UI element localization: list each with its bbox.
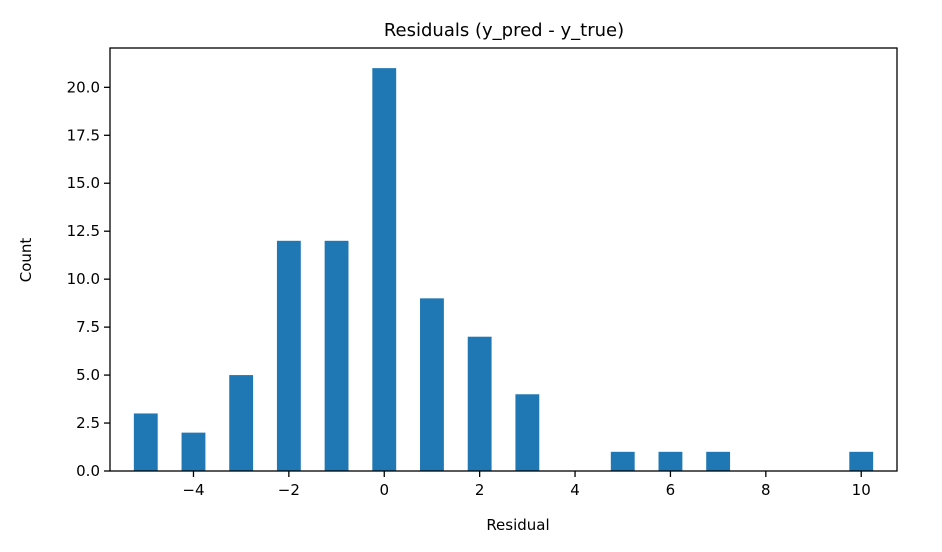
histogram-bar-3: [276, 240, 301, 471]
histogram-bar-7: [467, 336, 492, 471]
histogram-bar-12: [706, 451, 731, 471]
x-axis-ticks: −4 −2 0 2 4 6 8 10: [182, 471, 871, 499]
y-tick-label-3: 7.5: [76, 318, 100, 336]
bars-layer: [133, 68, 874, 471]
y-tick-label-1: 2.5: [76, 414, 100, 432]
histogram-bar-1: [181, 432, 206, 471]
y-axis-ticks: 0.0 2.5 5.0 7.5 10.0 12.5 15.0 17.5 20.0: [67, 78, 110, 480]
histogram-bar-10: [610, 451, 635, 471]
y-tick-label-2: 5.0: [76, 366, 100, 384]
x-tick-label-6: 8: [761, 481, 771, 499]
y-tick-label-4: 10.0: [67, 270, 100, 288]
y-tick-label-0: 0.0: [76, 462, 100, 480]
x-tick-label-3: 2: [475, 481, 485, 499]
x-tick-label-2: 0: [379, 481, 389, 499]
histogram-bar-6: [420, 298, 444, 471]
y-tick-label-7: 17.5: [67, 126, 100, 144]
histogram-bar-8: [515, 394, 540, 471]
histogram-bar-11: [658, 451, 683, 471]
x-axis-label: Residual: [486, 516, 549, 534]
x-tick-label-0: −4: [182, 481, 204, 499]
y-tick-label-8: 20.0: [67, 78, 100, 96]
y-tick-label-5: 12.5: [67, 222, 100, 240]
histogram-bar-15: [849, 451, 874, 471]
axes-layer: [109, 47, 898, 472]
histogram-bar-0: [133, 413, 158, 471]
histogram-bar-4: [324, 240, 349, 471]
plot-frame: [109, 47, 898, 472]
x-tick-label-5: 6: [666, 481, 676, 499]
chart-title: Residuals (y_pred - y_true): [384, 20, 624, 41]
x-tick-label-1: −2: [278, 481, 300, 499]
y-tick-label-6: 15.0: [67, 174, 100, 192]
histogram-bar-2: [229, 375, 254, 471]
x-tick-label-4: 4: [570, 481, 580, 499]
x-tick-label-7: 10: [852, 481, 871, 499]
y-axis-label: Count: [17, 238, 35, 283]
histogram-bar-5: [372, 68, 397, 471]
